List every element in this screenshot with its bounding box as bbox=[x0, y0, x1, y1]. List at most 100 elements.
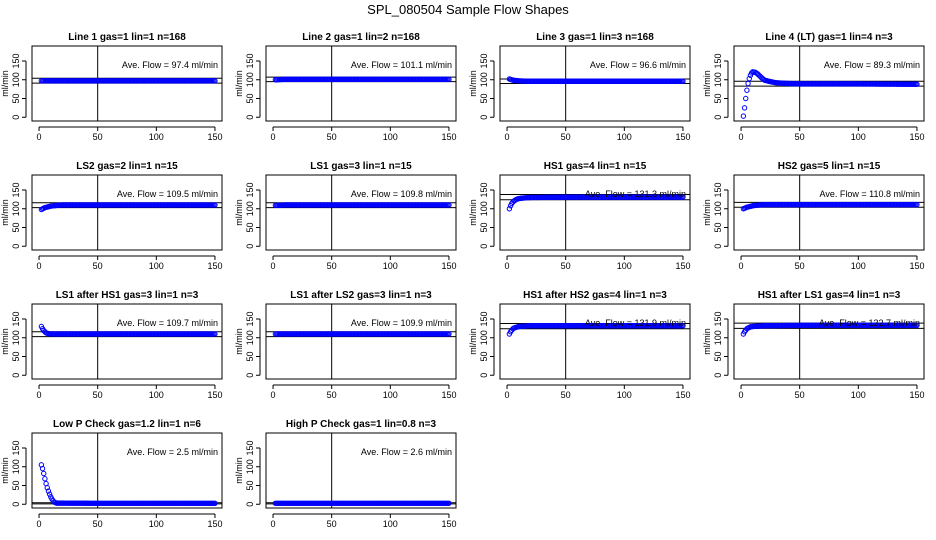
data-point bbox=[42, 476, 48, 482]
y-tick-label: 100 bbox=[479, 201, 489, 216]
y-tick-label: 50 bbox=[245, 222, 255, 232]
x-tick-label: 100 bbox=[149, 390, 164, 400]
x-tick-label: 50 bbox=[327, 261, 337, 271]
x-tick-label: 100 bbox=[383, 519, 398, 529]
data-point bbox=[46, 491, 53, 497]
y-tick-label: 0 bbox=[713, 373, 723, 378]
data-point bbox=[39, 465, 46, 472]
y-tick-label: 150 bbox=[245, 311, 255, 326]
plot-frame bbox=[499, 303, 691, 380]
plot-frame bbox=[31, 303, 223, 380]
plot-frame bbox=[733, 303, 925, 380]
y-axis-label: ml/min bbox=[0, 70, 10, 97]
y-tick-label: 150 bbox=[479, 53, 489, 68]
average-flow-annotation: Ave. Flow = 109.8 ml/min bbox=[351, 189, 452, 199]
y-axis-label: ml/min bbox=[234, 70, 244, 97]
y-tick-label: 0 bbox=[245, 502, 255, 507]
data-point bbox=[741, 105, 748, 111]
data-point bbox=[743, 95, 749, 102]
y-axis-label: ml/min bbox=[234, 328, 244, 355]
panel-14: High P Check gas=1 lin=0.8 n=3 0 50 100 150 0… bbox=[234, 419, 457, 529]
panel-title: LS1 after LS2 gas=3 lin=1 n=3 bbox=[290, 290, 432, 301]
panel-title: High P Check gas=1 lin=0.8 n=3 bbox=[286, 419, 437, 430]
y-tick-label: 100 bbox=[11, 201, 21, 216]
panel-title: HS2 gas=5 lin=1 n=15 bbox=[778, 161, 881, 172]
y-tick-label: 0 bbox=[479, 115, 489, 120]
y-tick-label: 150 bbox=[245, 440, 255, 455]
x-tick-label: 50 bbox=[93, 132, 103, 142]
y-axis-label: ml/min bbox=[468, 199, 478, 226]
x-tick-label: 100 bbox=[851, 390, 866, 400]
plot-frame bbox=[265, 174, 457, 251]
panel-title: HS1 gas=4 lin=1 n=15 bbox=[544, 161, 647, 172]
y-tick-label: 100 bbox=[245, 72, 255, 87]
y-tick-label: 0 bbox=[11, 502, 21, 507]
data-point bbox=[745, 80, 751, 87]
x-tick-label: 50 bbox=[327, 132, 337, 142]
y-tick-label: 100 bbox=[11, 459, 21, 474]
x-tick-label: 0 bbox=[271, 132, 276, 142]
y-tick-label: 100 bbox=[245, 201, 255, 216]
y-tick-label: 150 bbox=[11, 311, 21, 326]
x-tick-label: 100 bbox=[149, 519, 164, 529]
y-axis-label: ml/min bbox=[702, 70, 712, 97]
x-tick-label: 150 bbox=[207, 519, 222, 529]
x-tick-label: 50 bbox=[561, 261, 571, 271]
panel-2: Line 2 gas=1 lin=2 n=168 0 50 100 150 0 50 100 1… bbox=[234, 32, 457, 142]
data-point bbox=[44, 485, 50, 491]
data-point bbox=[914, 81, 920, 87]
x-tick-label: 150 bbox=[441, 519, 456, 529]
x-tick-label: 150 bbox=[675, 261, 690, 271]
y-tick-label: 50 bbox=[11, 480, 21, 490]
plot-frame bbox=[31, 174, 223, 251]
x-tick-label: 150 bbox=[909, 390, 924, 400]
average-flow-annotation: Ave. Flow = 131.3 ml/min bbox=[585, 189, 686, 199]
y-axis-label: ml/min bbox=[0, 199, 10, 226]
average-flow-annotation: Ave. Flow = 109.9 ml/min bbox=[351, 318, 452, 328]
y-tick-label: 150 bbox=[11, 440, 21, 455]
y-tick-label: 150 bbox=[713, 53, 723, 68]
panel-title: LS1 after HS1 gas=3 lin=1 n=3 bbox=[56, 290, 199, 301]
y-tick-label: 100 bbox=[479, 330, 489, 345]
panel-10: LS1 after LS2 gas=3 lin=1 n=3 0 50 100 150 0 5… bbox=[234, 290, 457, 400]
plot-frame bbox=[265, 303, 457, 380]
y-tick-label: 50 bbox=[245, 480, 255, 490]
x-tick-label: 0 bbox=[271, 519, 276, 529]
data-point bbox=[212, 331, 218, 337]
data-point bbox=[740, 113, 747, 119]
panel-title: LS1 gas=3 lin=1 n=15 bbox=[310, 161, 412, 172]
data-point bbox=[446, 331, 452, 337]
data-point bbox=[744, 87, 750, 93]
y-axis-label: ml/min bbox=[468, 70, 478, 97]
x-tick-label: 0 bbox=[505, 132, 510, 142]
page-title: SPL_080504 Sample Flow Shapes bbox=[367, 2, 569, 17]
panel-6: LS1 gas=3 lin=1 n=150 50 100 150050100150ml… bbox=[234, 161, 457, 271]
data-point bbox=[446, 500, 452, 506]
y-tick-label: 150 bbox=[11, 182, 21, 197]
panel-title: HS1 after HS2 gas=4 lin=1 n=3 bbox=[523, 290, 667, 301]
y-tick-label: 50 bbox=[11, 222, 21, 232]
average-flow-annotation: Ave. Flow = 97.4 ml/min bbox=[122, 60, 218, 70]
x-tick-label: 150 bbox=[441, 132, 456, 142]
y-tick-label: 150 bbox=[713, 182, 723, 197]
panel-title: HS1 after LS1 gas=4 lin=1 n=3 bbox=[758, 290, 901, 301]
data-point bbox=[680, 194, 686, 200]
data-point bbox=[446, 76, 452, 83]
x-tick-label: 150 bbox=[909, 132, 924, 142]
y-tick-label: 100 bbox=[245, 459, 255, 474]
y-axis-label: ml/min bbox=[0, 328, 10, 355]
average-flow-annotation: Ave. Flow = 110.8 ml/min bbox=[820, 189, 920, 199]
data-point bbox=[506, 206, 513, 212]
x-tick-label: 0 bbox=[37, 132, 42, 142]
average-flow-annotation: Ave. Flow = 96.6 ml/min bbox=[590, 60, 686, 70]
data-point bbox=[212, 202, 218, 208]
y-tick-label: 50 bbox=[11, 351, 21, 361]
panel-1: Line 1 gas=1 lin=1 n=168 0 50 100 150 0 50 100 1… bbox=[0, 32, 223, 142]
y-tick-label: 100 bbox=[245, 330, 255, 345]
panel-9: LS1 after HS1 gas=3 lin=1 n=3 0 50 100 150 0 5… bbox=[0, 290, 223, 400]
data-point bbox=[45, 488, 52, 494]
data-point bbox=[914, 201, 920, 208]
panel-title: Line 4 (LT) gas=1 lin=4 n=3 bbox=[765, 32, 893, 43]
x-tick-label: 100 bbox=[617, 261, 632, 271]
plot-frame bbox=[265, 432, 457, 509]
